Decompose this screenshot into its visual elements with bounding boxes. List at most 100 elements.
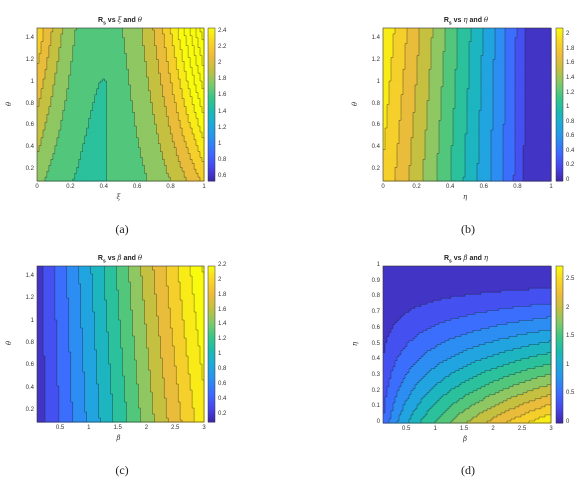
contour-cell bbox=[94, 139, 98, 143]
contour-cell bbox=[88, 90, 92, 94]
contour-cell bbox=[174, 94, 177, 98]
contour-cell bbox=[128, 110, 132, 113]
contour-cell bbox=[150, 106, 153, 110]
contour-cell bbox=[156, 71, 159, 74]
contour-cell bbox=[58, 104, 62, 108]
contour-cell bbox=[192, 47, 195, 51]
contour-cell bbox=[118, 41, 122, 45]
contour-cell bbox=[56, 133, 60, 137]
contour-cell bbox=[200, 59, 203, 62]
contour-cell bbox=[172, 77, 175, 80]
contour-cell bbox=[66, 84, 70, 88]
contour-cell bbox=[96, 41, 100, 45]
contour-cell bbox=[176, 139, 179, 143]
contour-cell bbox=[156, 102, 159, 106]
contour-cell bbox=[144, 73, 147, 76]
contour-cell bbox=[122, 135, 126, 139]
contour-cell bbox=[68, 53, 72, 57]
contour-cell bbox=[82, 128, 86, 131]
contour-cell bbox=[48, 96, 52, 100]
contour-cell bbox=[134, 90, 138, 94]
contour-cell bbox=[126, 63, 130, 66]
contour-cell bbox=[52, 43, 56, 47]
contour-cell bbox=[102, 130, 106, 133]
contour-cell bbox=[126, 29, 130, 33]
contour-cell bbox=[128, 128, 132, 131]
contour-cell bbox=[48, 92, 52, 96]
contour-cell bbox=[158, 116, 161, 119]
contour-cell bbox=[108, 29, 112, 33]
contour-cell bbox=[40, 131, 44, 135]
contour-cell bbox=[196, 59, 199, 62]
contour-cell bbox=[184, 126, 187, 129]
contour-cell bbox=[200, 45, 203, 49]
contour-cell bbox=[88, 84, 92, 88]
contour-cell bbox=[130, 131, 134, 135]
contour-cell bbox=[96, 108, 100, 111]
contour-cell bbox=[94, 94, 98, 98]
contour-cell bbox=[90, 141, 94, 145]
contour-cell bbox=[82, 94, 86, 98]
contour-cell bbox=[50, 39, 54, 43]
contour-cell bbox=[90, 86, 94, 90]
contour-cell bbox=[72, 90, 76, 94]
contour-cell bbox=[124, 106, 128, 110]
contour-cell bbox=[122, 55, 126, 59]
contour-cell bbox=[140, 33, 143, 37]
contour-cell bbox=[104, 77, 108, 80]
contour-cell bbox=[94, 116, 98, 119]
contour-cell bbox=[140, 102, 143, 106]
contour-cell bbox=[194, 84, 197, 88]
contour-cell bbox=[86, 65, 90, 68]
contour-cell bbox=[100, 143, 104, 147]
contour-cell bbox=[84, 69, 88, 72]
contour-cell bbox=[106, 122, 110, 125]
contour-cell bbox=[120, 80, 124, 84]
contour-cell bbox=[52, 53, 56, 57]
contour-cell bbox=[118, 137, 122, 141]
contour-cell bbox=[48, 53, 52, 57]
contour-cell bbox=[172, 82, 175, 86]
contour-cell bbox=[76, 110, 80, 113]
contour-cell bbox=[38, 63, 42, 66]
contour-cell bbox=[56, 104, 60, 108]
contour-cell bbox=[88, 135, 92, 139]
contour-cell bbox=[40, 49, 44, 53]
contour-cell bbox=[94, 43, 98, 47]
contour-cell bbox=[106, 67, 110, 70]
contour-cell bbox=[68, 69, 72, 72]
contour-cell bbox=[64, 45, 68, 49]
contour-cell bbox=[76, 141, 80, 145]
contour-cell bbox=[178, 92, 181, 96]
contour-cell bbox=[80, 55, 84, 59]
contour-cell bbox=[176, 59, 179, 62]
contour-cell bbox=[140, 65, 143, 68]
contour-cell bbox=[132, 135, 136, 139]
contour-cell bbox=[194, 67, 197, 70]
contour-cell bbox=[102, 112, 106, 115]
contour-cell bbox=[38, 71, 42, 74]
contour-cell bbox=[180, 43, 183, 47]
contour-cell bbox=[108, 73, 112, 76]
contour-cell bbox=[112, 37, 116, 41]
contour-cell bbox=[148, 88, 151, 92]
contour-cell bbox=[96, 106, 100, 110]
contour-cell bbox=[142, 102, 145, 106]
contour-cell bbox=[126, 131, 130, 135]
contour-cell bbox=[58, 39, 62, 43]
contour-cell bbox=[172, 135, 175, 139]
contour-cell bbox=[102, 59, 106, 62]
contour-cell bbox=[66, 124, 70, 127]
contour-cell bbox=[146, 71, 149, 74]
contour-cell bbox=[156, 33, 159, 37]
contour-cell bbox=[186, 133, 189, 137]
contour-cell bbox=[202, 102, 205, 106]
contour-cell bbox=[78, 45, 82, 49]
contour-cell bbox=[140, 86, 143, 90]
contour-cell bbox=[146, 67, 149, 70]
contour-cell bbox=[76, 131, 80, 135]
contour-cell bbox=[114, 53, 118, 57]
contour-cell bbox=[186, 67, 189, 70]
contour-cell bbox=[62, 143, 66, 147]
contour-cell bbox=[38, 82, 42, 86]
